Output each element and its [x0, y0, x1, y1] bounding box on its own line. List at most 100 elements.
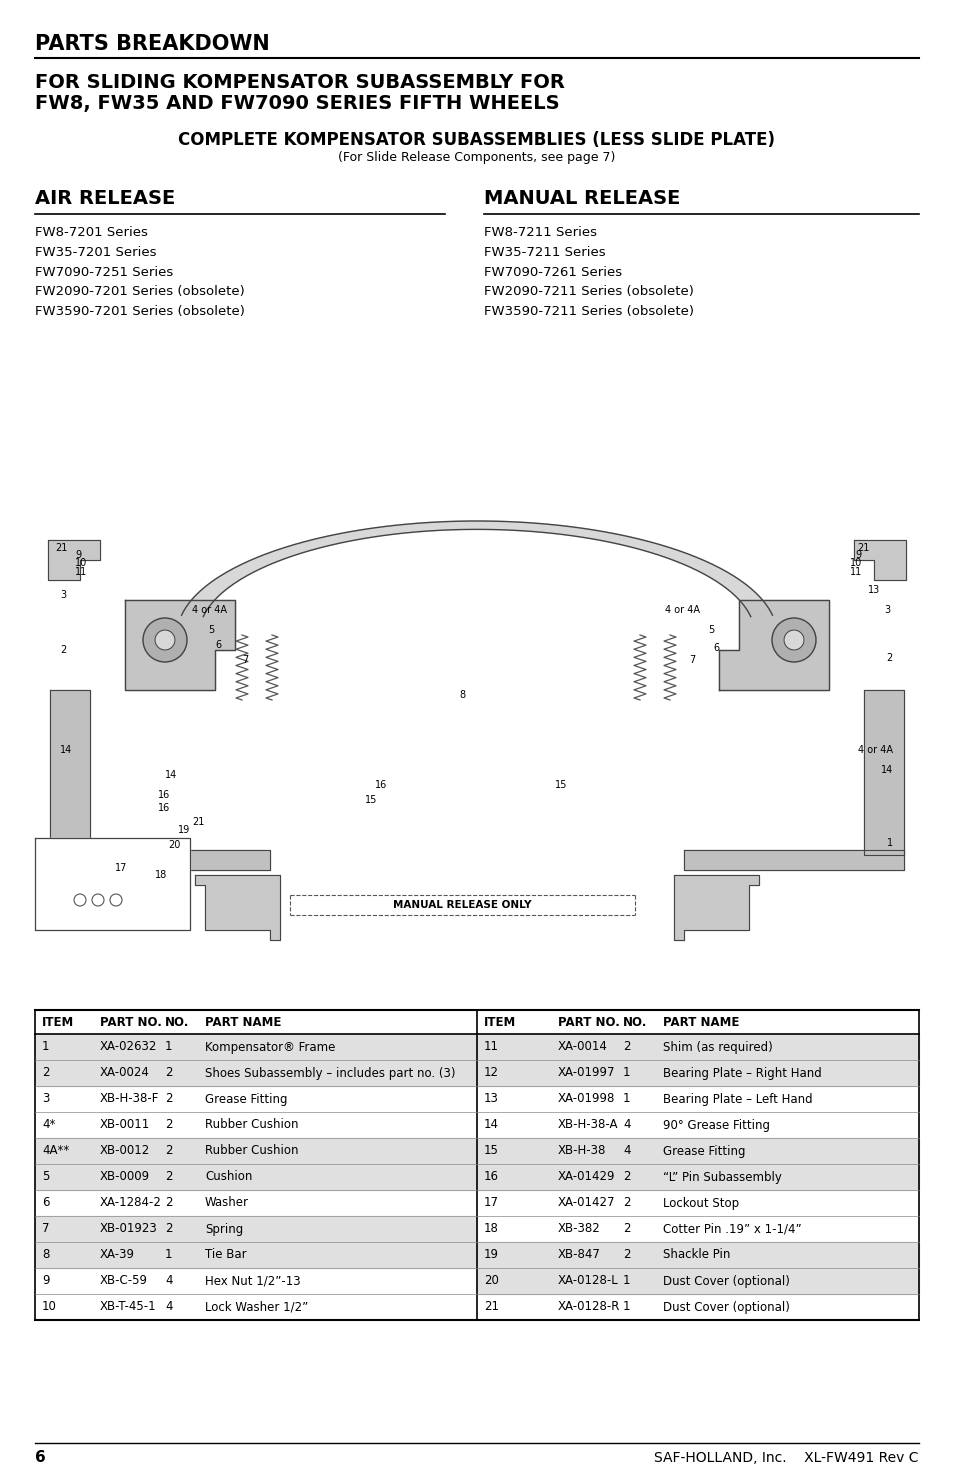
Text: PART NAME: PART NAME: [662, 1015, 739, 1028]
Text: FW8-7211 Series: FW8-7211 Series: [483, 226, 597, 239]
Text: NO.: NO.: [622, 1015, 647, 1028]
Text: 16: 16: [375, 780, 387, 791]
Polygon shape: [50, 850, 270, 870]
Text: XA-01429: XA-01429: [558, 1171, 615, 1183]
Text: Spring: Spring: [205, 1223, 243, 1236]
Text: 8: 8: [458, 690, 464, 701]
Text: 4: 4: [622, 1145, 630, 1158]
Text: 2: 2: [622, 1171, 630, 1183]
Polygon shape: [863, 690, 903, 856]
Text: XA-01998: XA-01998: [558, 1093, 615, 1105]
Text: ITEM: ITEM: [42, 1015, 74, 1028]
Text: 13: 13: [483, 1093, 498, 1105]
Text: XA-01997: XA-01997: [558, 1066, 615, 1080]
Text: FW3590-7201 Series (obsolete): FW3590-7201 Series (obsolete): [35, 305, 245, 319]
Text: 20: 20: [168, 839, 180, 850]
Text: XB-H-38-F: XB-H-38-F: [100, 1093, 159, 1105]
Text: 5: 5: [707, 625, 713, 636]
Text: 10: 10: [849, 558, 862, 568]
Text: 14: 14: [60, 745, 72, 755]
Polygon shape: [476, 1268, 918, 1294]
Text: 16: 16: [158, 791, 170, 799]
Text: 1: 1: [886, 838, 892, 848]
Text: 11: 11: [849, 566, 862, 577]
Text: XA-01427: XA-01427: [558, 1196, 615, 1210]
Text: XB-382: XB-382: [558, 1223, 600, 1236]
Text: XA-0128-L: XA-0128-L: [558, 1274, 618, 1288]
Text: NO.: NO.: [165, 1015, 190, 1028]
Text: 1: 1: [622, 1301, 630, 1314]
Polygon shape: [35, 1061, 476, 1086]
Text: 14: 14: [483, 1118, 498, 1131]
Text: FW35-7211 Series: FW35-7211 Series: [483, 245, 605, 258]
Text: 21: 21: [483, 1301, 498, 1314]
Text: 9: 9: [855, 550, 862, 560]
Text: 9: 9: [75, 550, 81, 560]
Text: 6: 6: [35, 1450, 46, 1466]
Text: 2: 2: [165, 1196, 172, 1210]
Text: 2: 2: [622, 1223, 630, 1236]
Polygon shape: [476, 1139, 918, 1164]
Text: XB-C-59: XB-C-59: [100, 1274, 148, 1288]
Text: FW7090-7251 Series: FW7090-7251 Series: [35, 266, 173, 279]
Text: Dust Cover (optional): Dust Cover (optional): [662, 1301, 789, 1314]
Text: 90° Grease Fitting: 90° Grease Fitting: [662, 1118, 769, 1131]
Text: FW3590-7211 Series (obsolete): FW3590-7211 Series (obsolete): [483, 305, 693, 319]
Text: 2: 2: [165, 1066, 172, 1080]
Text: XB-847: XB-847: [558, 1248, 600, 1261]
Text: 7: 7: [42, 1223, 50, 1236]
Text: 2: 2: [886, 653, 892, 662]
Text: FW8-7201 Series: FW8-7201 Series: [35, 226, 148, 239]
Polygon shape: [673, 875, 759, 940]
Text: 10: 10: [42, 1301, 57, 1314]
Text: XB-01923: XB-01923: [100, 1223, 157, 1236]
Text: 12: 12: [483, 1066, 498, 1080]
Text: 11: 11: [483, 1040, 498, 1053]
Text: Lockout Stop: Lockout Stop: [662, 1196, 739, 1210]
Polygon shape: [476, 1034, 918, 1061]
Text: Shoes Subassembly – includes part no. (3): Shoes Subassembly – includes part no. (3…: [205, 1066, 455, 1080]
Text: 17: 17: [483, 1196, 498, 1210]
Text: 17: 17: [115, 863, 128, 873]
Polygon shape: [35, 1242, 476, 1268]
Text: AIR RELEASE: AIR RELEASE: [35, 189, 175, 208]
Text: XB-H-38-A: XB-H-38-A: [558, 1118, 618, 1131]
Polygon shape: [35, 1139, 476, 1164]
Text: 2: 2: [622, 1040, 630, 1053]
Text: Cushion: Cushion: [205, 1171, 253, 1183]
Text: LOCKOUT PARTS    19: LOCKOUT PARTS 19: [39, 857, 141, 866]
Text: PART NO.: PART NO.: [558, 1015, 619, 1028]
Text: (For Slide Release Components, see page 7): (For Slide Release Components, see page …: [338, 152, 615, 165]
Text: 2: 2: [622, 1196, 630, 1210]
Text: 21: 21: [55, 543, 68, 553]
Text: XA-0014: XA-0014: [558, 1040, 607, 1053]
Polygon shape: [181, 521, 772, 617]
Text: 2: 2: [165, 1093, 172, 1105]
Text: 13: 13: [867, 586, 879, 594]
Text: 4: 4: [622, 1118, 630, 1131]
Polygon shape: [194, 875, 280, 940]
Text: 6: 6: [42, 1196, 50, 1210]
Text: XB-0011: XB-0011: [100, 1118, 150, 1131]
Text: 6: 6: [713, 643, 720, 653]
Text: 14: 14: [165, 770, 177, 780]
Text: 11: 11: [75, 566, 87, 577]
Text: Grease Fitting: Grease Fitting: [205, 1093, 287, 1105]
Text: 2: 2: [42, 1066, 50, 1080]
Polygon shape: [35, 1034, 476, 1061]
Text: 7: 7: [242, 655, 248, 665]
Text: Bearing Plate – Left Hand: Bearing Plate – Left Hand: [662, 1093, 812, 1105]
Circle shape: [143, 618, 187, 662]
Text: 2: 2: [165, 1118, 172, 1131]
Text: 6: 6: [214, 640, 221, 650]
Text: MANUAL RELEASE ONLY: MANUAL RELEASE ONLY: [393, 900, 531, 910]
Text: ITEM: ITEM: [483, 1015, 516, 1028]
Text: 4 or 4A: 4 or 4A: [192, 605, 227, 615]
Text: Lock Washer 1/2”: Lock Washer 1/2”: [205, 1301, 308, 1314]
Text: 2: 2: [60, 645, 66, 655]
Text: XA-02632: XA-02632: [100, 1040, 157, 1053]
Text: FW8, FW35 AND FW7090 SERIES FIFTH WHEELS: FW8, FW35 AND FW7090 SERIES FIFTH WHEELS: [35, 94, 559, 114]
Text: XA-0024: XA-0024: [100, 1066, 150, 1080]
Text: 3: 3: [42, 1093, 50, 1105]
Text: XB-T-45-1: XB-T-45-1: [100, 1301, 156, 1314]
